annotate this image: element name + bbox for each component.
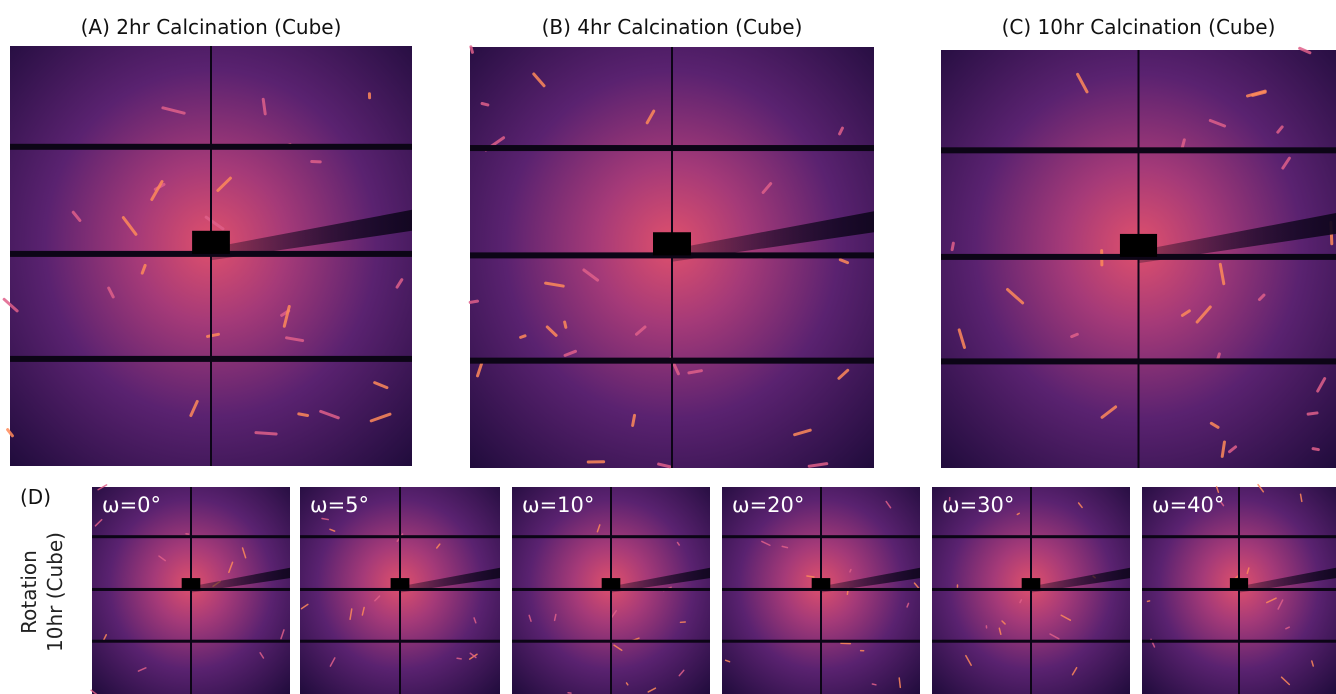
reflection [263,99,265,114]
diffraction-image [4,46,412,466]
diffraction-image [941,48,1336,468]
frame-label: ω=0° [102,493,161,517]
beamstop [391,578,410,589]
figure: (D) Rotation 10hr (Cube) (A) 2hr Calcina… [0,0,1336,694]
reflection [1017,513,1019,514]
beamstop [1022,578,1041,589]
panel-title: (A) 2hr Calcination (Cube) [81,15,342,39]
reflection [1313,449,1318,450]
panel-title: (B) 4hr Calcination (Cube) [542,15,803,39]
reflection [299,414,308,416]
detector-gap [820,487,822,694]
panel-label: (D) [20,485,51,509]
reflection [521,336,525,338]
reflection [952,243,953,249]
reflection [850,570,851,572]
detector-gap [399,487,401,694]
diffraction-image [470,47,874,468]
reflection [457,658,461,659]
detector-gap [1138,50,1140,468]
frame-label: ω=10° [522,493,594,517]
reflection [633,415,635,425]
detector-gap [671,47,673,468]
beamstop [1230,578,1248,589]
reflection [1182,140,1184,148]
detector-gap [610,487,612,694]
reflection [807,576,814,577]
diffraction-image [722,487,920,694]
frame-label: ω=5° [310,493,369,517]
detector-gap [210,46,212,466]
frame-label: ω=40° [1152,493,1224,517]
y-label: Rotation [17,550,41,634]
reflection [872,684,876,685]
diffraction-image [300,487,500,694]
frame-label: ω=20° [732,493,804,517]
reflection [689,371,701,373]
beamstop [812,578,831,589]
reflection [208,334,219,336]
detector-gap [1238,487,1240,694]
reflection [1308,413,1317,414]
reflection [482,103,488,104]
beamstop [182,578,201,589]
panels [4,46,1336,694]
diffraction-image [512,487,710,694]
frame-label: ω=30° [942,493,1014,517]
reflection [627,683,628,685]
diffraction-image [932,487,1130,694]
detector-gap [190,487,192,694]
reflection [322,519,328,520]
reflection [1072,334,1078,336]
beamstop [653,232,691,255]
detector-gap [1030,487,1032,694]
beamstop [1120,234,1157,257]
reflection [470,301,477,302]
beamstop [602,578,621,589]
reflection [256,433,276,434]
reflection [471,47,473,52]
beamstop [192,231,230,254]
reflection [565,322,566,327]
panel-title: (C) 10hr Calcination (Cube) [1002,15,1276,39]
y-label: 10hr (Cube) [43,532,67,652]
